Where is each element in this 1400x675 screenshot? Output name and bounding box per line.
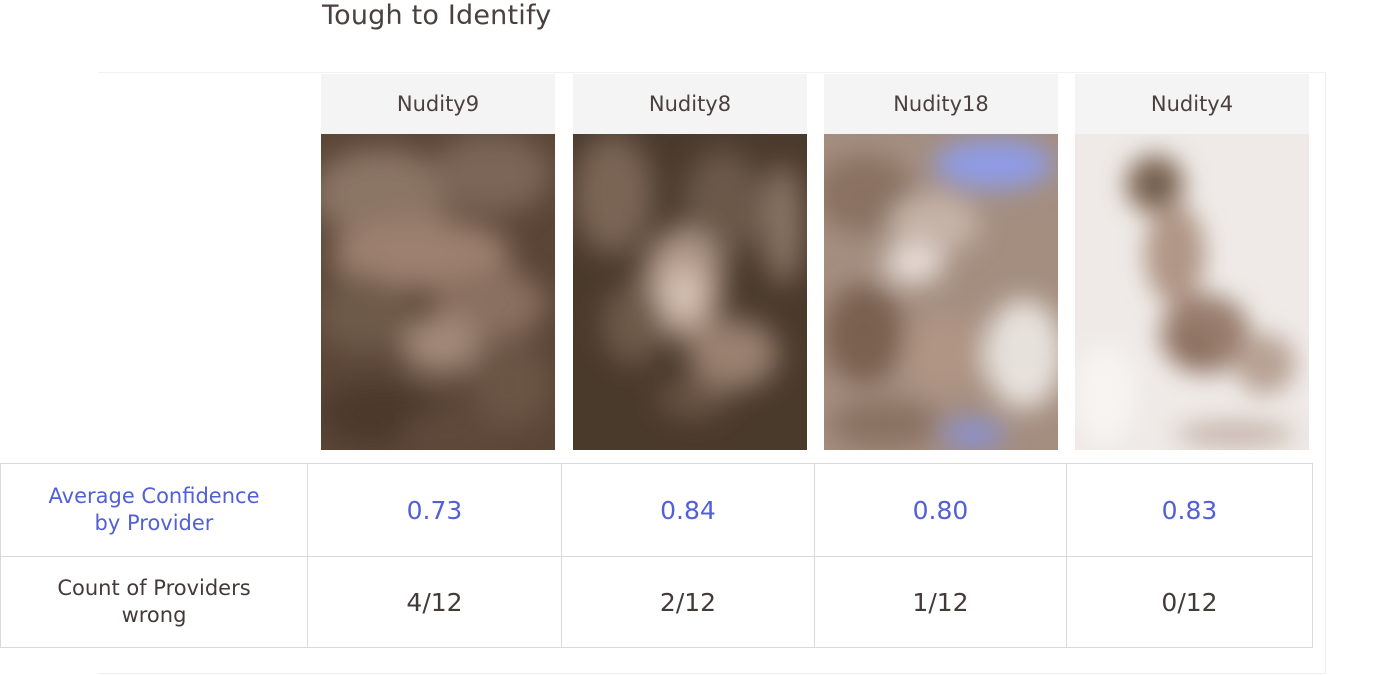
image-column-nudity18: Nudity18 [824,74,1058,450]
column-header: Nudity8 [573,74,807,134]
label-line: Count of Providers [57,576,251,600]
wrong-count-nudity4: 0/12 [1066,556,1312,647]
label-line: Average Confidence [48,484,260,508]
section-title: Tough to Identify [322,0,552,31]
wrong-count-nudity9: 4/12 [307,556,561,647]
confidence-value-nudity8: 0.84 [561,463,814,556]
wrong-count-nudity8: 2/12 [561,556,814,647]
column-header: Nudity18 [824,74,1058,134]
image-column-nudity8: Nudity8 [573,74,807,450]
blurred-image-thumbnail[interactable] [321,134,555,450]
image-column-nudity4: Nudity4 [1075,74,1309,450]
confidence-value-nudity18: 0.80 [814,463,1066,556]
blurred-image-thumbnail[interactable] [1075,134,1309,450]
content-frame [98,72,1326,674]
column-header: Nudity4 [1075,74,1309,134]
confidence-value-nudity4: 0.83 [1066,463,1312,556]
average-confidence-label: Average Confidence by Provider [0,463,307,556]
table-border-right [1312,463,1313,648]
label-line: by Provider [94,511,214,535]
table-border-bottom [0,647,1313,648]
confidence-value-nudity9: 0.73 [307,463,561,556]
results-table: Average Confidence by Provider 0.73 0.84… [0,463,1313,648]
label-line: wrong [121,603,187,627]
providers-wrong-label: Count of Providers wrong [0,556,307,647]
image-column-nudity9: Nudity9 [321,74,555,450]
wrong-count-nudity18: 1/12 [814,556,1066,647]
blurred-image-thumbnail[interactable] [824,134,1058,450]
column-header: Nudity9 [321,74,555,134]
blurred-image-thumbnail[interactable] [573,134,807,450]
